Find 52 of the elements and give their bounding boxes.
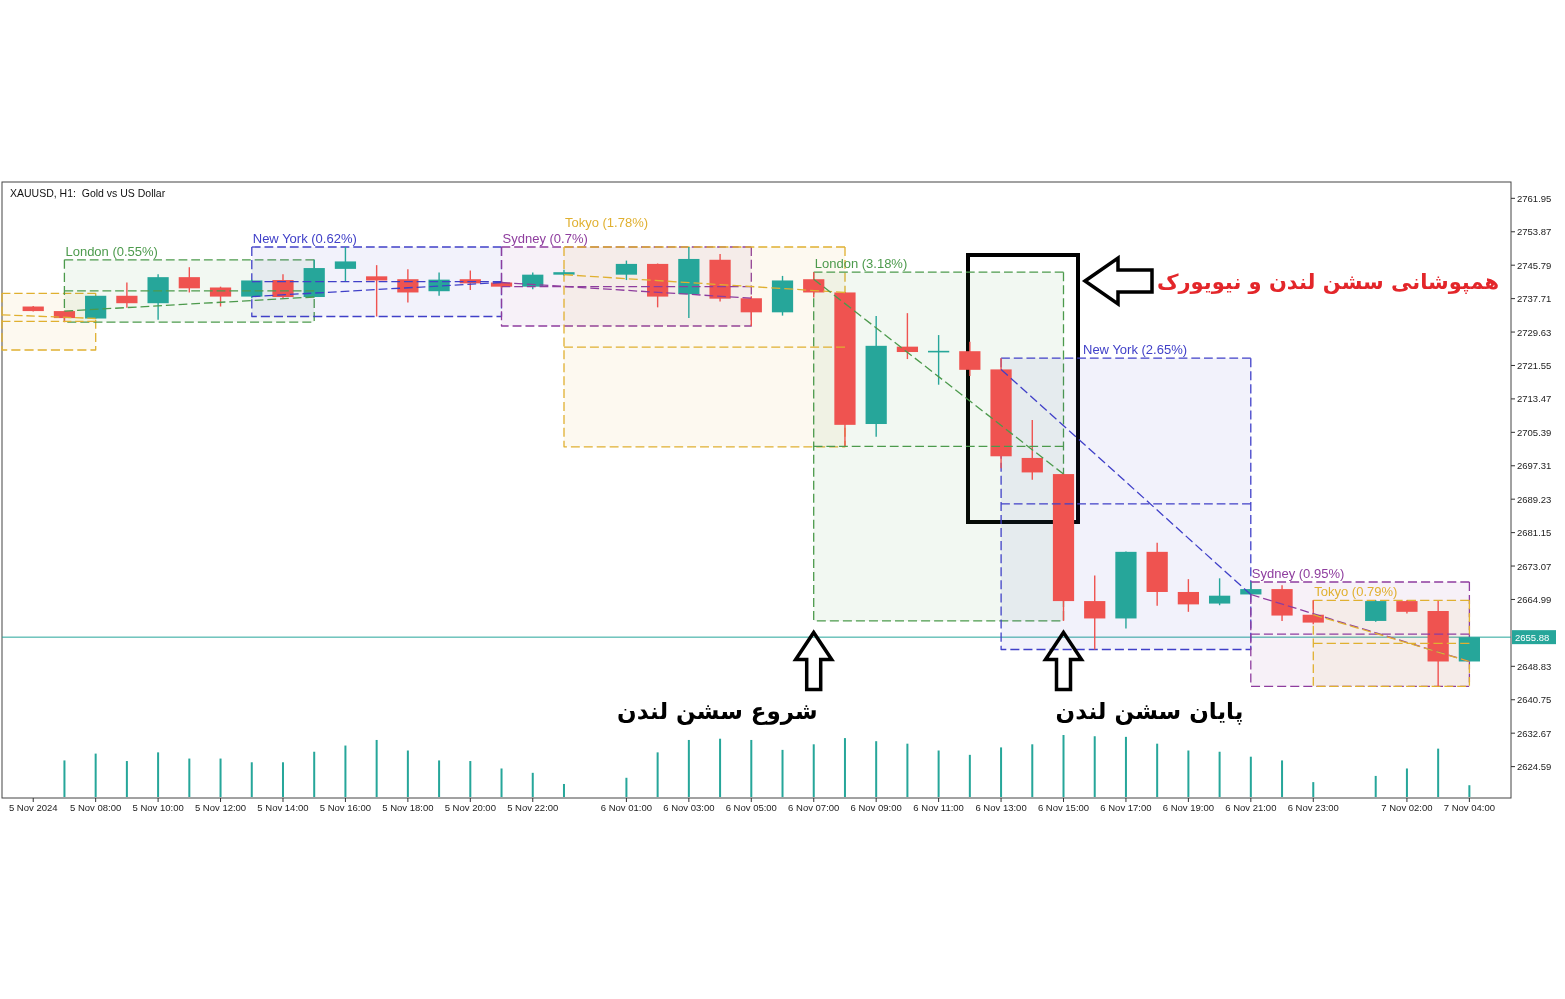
y-tick-label: 2640.75 — [1517, 694, 1552, 706]
x-tick-label: 5 Nov 10:00 — [132, 802, 184, 813]
y-tick-label: 2689.23 — [1517, 493, 1552, 505]
x-tick-label: 5 Nov 18:00 — [382, 802, 434, 813]
x-tick-label: 7 Nov 02:00 — [1381, 802, 1433, 813]
series-label: New York (2.65%) — [1083, 342, 1188, 358]
x-tick-label: 6 Nov 05:00 — [725, 802, 777, 813]
y-tick-label: 2705.39 — [1517, 426, 1552, 438]
y-tick-label: 2753.87 — [1517, 226, 1552, 238]
x-tick-label: 5 Nov 08:00 — [70, 802, 122, 813]
x-tick-label: 6 Nov 01:00 — [600, 802, 653, 813]
y-tick-label: 2713.47 — [1517, 393, 1552, 405]
ref-line-label: 2655.88 — [1515, 631, 1550, 643]
x-tick-label: 6 Nov 09:00 — [850, 802, 902, 813]
series-label: New York (0.62%) — [252, 230, 357, 246]
y-tick-label: 2673.07 — [1517, 560, 1552, 572]
y-tick-label: 2745.79 — [1517, 259, 1552, 271]
x-tick-label: 6 Nov 15:00 — [1037, 802, 1090, 813]
annotation: شروع سشن لندن — [617, 697, 818, 725]
x-tick-label: 6 Nov 23:00 — [1287, 802, 1339, 813]
y-tick-label: 2624.59 — [1517, 761, 1552, 773]
series-label: Tokyo (1.78%) — [564, 214, 649, 230]
x-tick-label: 5 Nov 12:00 — [194, 802, 247, 813]
annotation: پایان سشن لندن — [1055, 697, 1244, 725]
y-tick-label: 2681.15 — [1517, 527, 1552, 539]
y-tick-label: 2761.95 — [1517, 192, 1552, 204]
series-label: Tokyo (0.79%) — [1314, 584, 1398, 600]
y-tick-label: 2632.67 — [1517, 727, 1552, 739]
x-tick-label: 6 Nov 03:00 — [663, 802, 715, 813]
y-tick-label: 2729.63 — [1517, 326, 1552, 338]
x-tick-label: 5 Nov 22:00 — [507, 802, 559, 813]
x-tick-label: 5 Nov 20:00 — [444, 802, 496, 813]
x-tick-label: 6 Nov 17:00 — [1100, 802, 1152, 813]
y-tick-label: 2648.83 — [1517, 660, 1552, 672]
x-tick-label: 6 Nov 13:00 — [975, 802, 1027, 813]
x-tick-label: 5 Nov 14:00 — [257, 802, 309, 813]
y-tick-label: 2664.99 — [1517, 593, 1552, 605]
series-label: Sydney (0.7%) — [502, 230, 588, 246]
y-tick-label: 2697.31 — [1517, 460, 1552, 472]
x-tick-label: 5 Nov 16:00 — [319, 802, 372, 813]
x-tick-label: 6 Nov 11:00 — [913, 802, 964, 813]
text: XAUUSD, H1: Gold vs US Dollar — [10, 187, 166, 199]
x-tick-label: 5 Nov 2024 — [8, 802, 58, 813]
x-tick-label: 6 Nov 19:00 — [1162, 802, 1214, 813]
x-tick-label: 7 Nov 04:00 — [1443, 802, 1495, 813]
x-tick-label: 6 Nov 07:00 — [788, 802, 840, 813]
series-label: Sydney (0.95%) — [1251, 566, 1345, 582]
y-tick-label: 2737.71 — [1517, 293, 1552, 305]
x-tick-label: 6 Nov 21:00 — [1225, 802, 1277, 813]
annotation: همپوشانی سشن لندن و نیویورک — [1157, 270, 1500, 294]
y-tick-label: 2721.55 — [1517, 359, 1552, 371]
series-label: London (0.55%) — [65, 243, 158, 259]
